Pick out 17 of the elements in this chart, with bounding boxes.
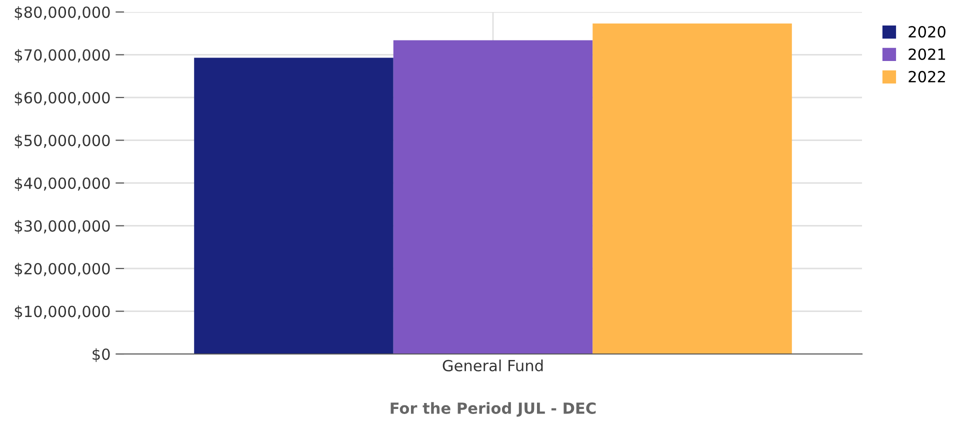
y-tick-label: $50,000,000 [14,134,110,148]
y-tick-label: $60,000,000 [14,92,110,106]
y-tick-label: $10,000,000 [14,305,110,320]
y-tick-label: $80,000,000 [14,6,110,20]
y-tick-label: $0 [92,348,110,362]
x-axis-title: For the Period JUL - DEC [390,402,596,417]
x-tick-label: General Fund [442,360,543,372]
y-tick-label: $30,000,000 [14,220,110,234]
legend-label: 2022 [908,70,945,82]
bar [194,58,394,354]
bar [393,40,593,354]
y-tick-label: $20,000,000 [14,262,110,277]
legend-label: 2020 [908,26,946,38]
bar [592,24,792,354]
y-tick-label: $70,000,000 [14,48,110,63]
legend-label: 2021 [908,48,946,60]
y-tick-label: $40,000,000 [14,177,110,192]
